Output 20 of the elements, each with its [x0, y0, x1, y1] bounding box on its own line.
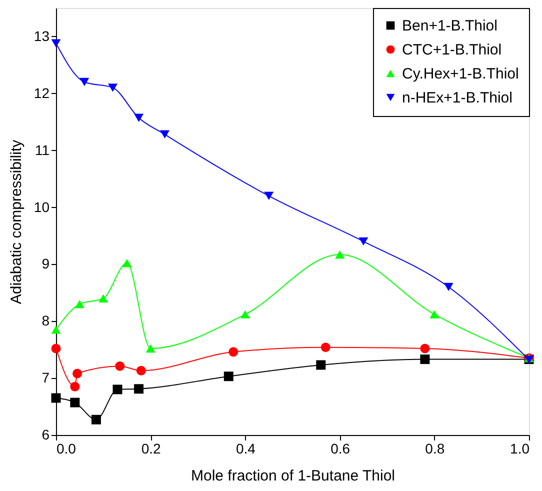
- x-tick-label: 0.2: [141, 440, 162, 456]
- legend-label: Ben+1-B.Thiol: [402, 18, 498, 34]
- y-tick-label: 10: [34, 198, 50, 215]
- x-tick-label: 0.6: [330, 440, 350, 456]
- x-tick-label: 1.0: [510, 440, 530, 456]
- y-tick-label: 9: [42, 256, 50, 272]
- y-tick-label: 6: [42, 426, 50, 442]
- x-axis-title: Mole fraction of 1-Butane Thiol: [190, 468, 396, 484]
- y-tick-label: 12: [34, 84, 50, 101]
- legend-label: Cy.Hex+1-B.Thiol: [402, 66, 519, 82]
- x-tick-label: 0.4: [236, 440, 256, 456]
- y-tick-label: 7: [42, 370, 50, 386]
- y-tick-label: 8: [42, 312, 50, 329]
- x-tick-label: 0.0: [56, 440, 76, 456]
- legend-label: CTC+1-B.Thiol: [402, 42, 502, 58]
- y-axis-title: Adiabatic compressibility: [8, 139, 25, 304]
- x-tick-label: 0.8: [425, 440, 445, 456]
- y-tick-label: 13: [34, 28, 50, 44]
- y-tick-label: 11: [34, 142, 50, 158]
- legend-label: n-HEx+1-B.Thiol: [402, 90, 512, 106]
